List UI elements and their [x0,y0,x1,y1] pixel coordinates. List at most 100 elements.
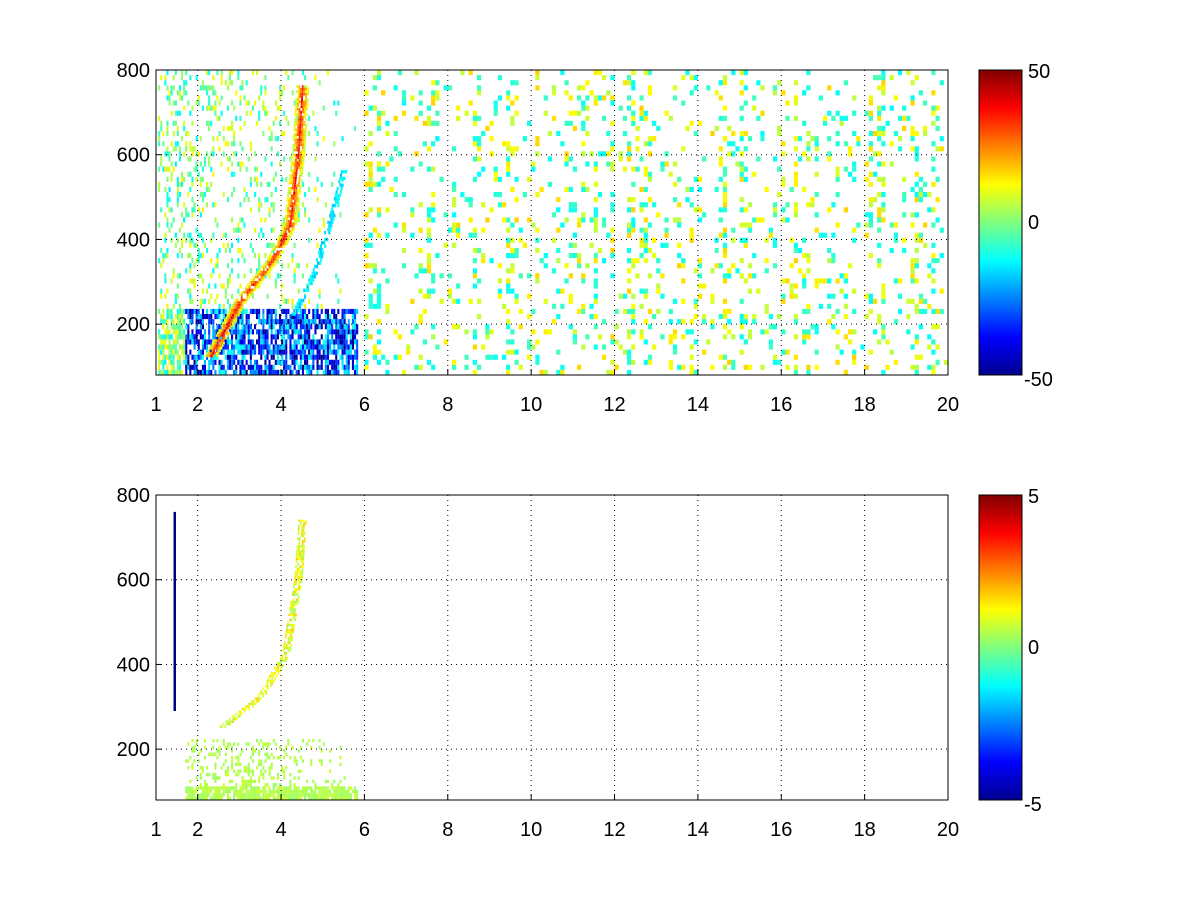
top-heatmap-cell [249,146,252,152]
top-heatmap-cell [336,186,339,191]
top-heatmap-cell [793,293,798,299]
top-heatmap-cell [224,339,227,345]
top-heatmap-cell [297,217,300,223]
top-heatmap-cell [316,242,319,248]
top-heatmap-cell [218,369,221,375]
top-heatmap-cell [162,324,165,330]
bottom-heatmap-cell [284,636,287,639]
top-heatmap-cell [282,230,285,233]
top-heatmap-cell [527,176,532,182]
top-heatmap-cell [164,344,167,350]
top-heatmap-cell [306,359,309,365]
top-heatmap-cell [235,115,238,121]
top-heatmap-cell [514,293,519,299]
top-heatmap-cell [298,146,300,149]
top-heatmap-cell [506,105,511,111]
top-heatmap-cell [316,339,319,345]
bottom-heatmap-cell [296,550,298,553]
top-heatmap-cell [852,131,857,137]
top-heatmap-cell [212,75,215,81]
top-heatmap-cell [539,369,544,375]
bottom-heatmap-cell [294,575,297,578]
top-heatmap-cell [279,245,281,248]
top-heatmap-cell [289,232,291,236]
top-heatmap-cell [295,120,298,124]
top-heatmap-cell [243,120,246,126]
top-heatmap-cell [293,207,296,210]
top-heatmap-cell [506,242,511,248]
top-heatmap-cell [223,324,225,327]
bottom-heatmap-cell [239,793,242,797]
top-heatmap-cell [260,369,263,375]
top-heatmap-cell [677,242,682,248]
top-heatmap-cell [158,369,161,375]
top-heatmap-cell [201,344,204,350]
top-heatmap-cell [301,90,304,93]
top-heatmap-cell [262,329,265,335]
bottom-heatmap-cell [300,560,303,563]
top-heatmap-cell [220,334,223,340]
top-heatmap-cell [341,136,344,142]
top-heatmap-cell [174,161,177,167]
top-heatmap-cell [212,90,215,96]
top-heatmap-cell [506,95,511,101]
bottom-heatmap-cell [197,796,200,800]
top-heatmap-cell [677,217,682,223]
bottom-heatmap-cell [293,611,296,614]
top-heatmap-cell [221,336,224,340]
top-heatmap-cell [337,324,340,330]
top-colorbar-gradient [978,69,1023,376]
top-heatmap-cell [274,344,277,350]
top-heatmap-cell [289,334,292,340]
top-heatmap-cell [268,125,271,131]
top-heatmap-cell [393,192,398,198]
top-heatmap-cell [527,344,532,350]
top-heatmap-cell [789,263,794,269]
top-heatmap-cell [339,344,342,350]
top-heatmap-cell [291,253,294,259]
top-heatmap-cell [643,110,648,116]
top-heatmap-cells [158,70,948,375]
top-heatmap-cell [294,181,297,185]
top-heatmap-cell [254,349,257,355]
top-heatmap-cell [181,242,184,248]
top-heatmap-cell [170,334,173,340]
top-heatmap-cell [218,324,221,330]
top-heatmap-cell [191,329,194,335]
bottom-x-tick-label: 8 [442,819,453,841]
bottom-x-tick-label: 6 [359,819,370,841]
top-heatmap-cell [672,349,678,355]
top-heatmap-cell [308,115,311,121]
bottom-x-tick-label: 20 [937,819,959,841]
top-heatmap-cell [245,192,248,198]
top-heatmap-cell [610,334,615,340]
top-heatmap-cell [689,369,694,375]
top-heatmap-cell [297,156,300,159]
top-heatmap-cell [731,359,736,365]
top-heatmap-cell [843,80,848,86]
top-heatmap-cell [290,181,293,185]
top-heatmap-cell [210,339,213,345]
top-heatmap-cell [158,115,161,121]
top-heatmap-cell [285,364,288,370]
top-heatmap-cell [510,329,515,335]
top-heatmap-cell [777,131,782,137]
bottom-heatmap-cell [333,789,336,794]
bottom-heatmap-cell [218,793,221,797]
top-heatmap-cell [722,115,728,121]
top-heatmap-cell [183,354,186,360]
top-heatmap-cell [493,192,498,198]
top-heatmap-cell [329,344,332,350]
bottom-heatmap-cell [239,762,242,767]
top-heatmap-cell [910,100,915,106]
bottom-heatmap-cell [222,789,225,794]
bottom-heatmap-cell [298,519,301,523]
bottom-heatmap-cell [256,793,259,797]
top-heatmap-cell [290,166,293,170]
top-heatmap-cell [293,339,296,345]
top-heatmap-cell [191,146,194,152]
top-heatmap-cell [195,75,198,81]
top-heatmap-cell [593,324,598,330]
top-heatmap-cell [316,176,319,182]
top-heatmap-cell [235,319,237,322]
